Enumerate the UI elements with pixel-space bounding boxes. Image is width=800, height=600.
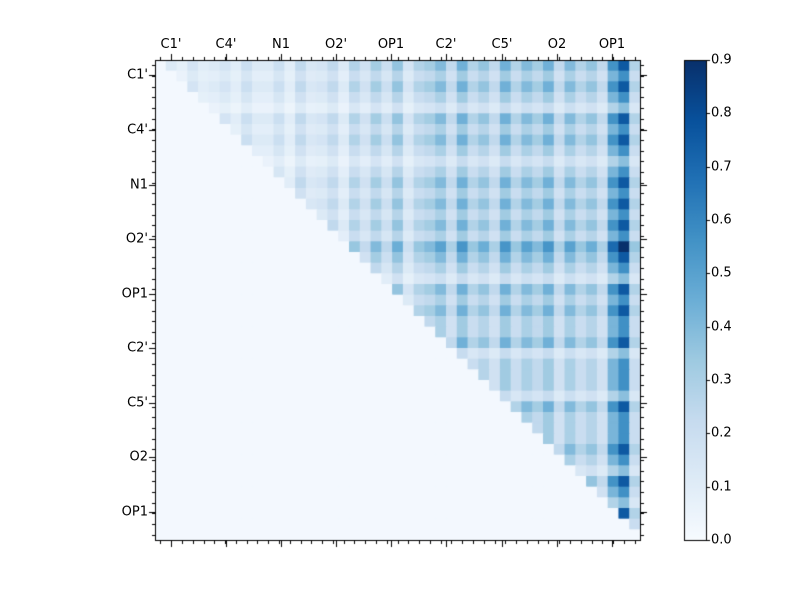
colorbar-tick-label: 0.9 [711, 52, 732, 68]
colorbar-tick-label: 0.8 [711, 105, 732, 121]
y-tick-label: OP1 [121, 286, 148, 302]
colorbar-tick-label: 0.7 [711, 159, 732, 175]
x-tick-label: OP1 [598, 37, 626, 52]
colorbar-tick-label: 0.1 [711, 479, 732, 495]
x-tick-label: C4' [215, 37, 237, 52]
y-tick-label: O2 [129, 449, 148, 465]
x-tick-label: C2' [435, 37, 457, 52]
colorbar-tick-label: 0.5 [711, 265, 732, 281]
x-tick-label: N1 [272, 37, 290, 52]
y-tick-label: O2' [125, 231, 148, 247]
colorbar-tick-label: 0.3 [711, 372, 732, 388]
colorbar-tick-label: 0.2 [711, 425, 732, 441]
y-tick-label: C1' [127, 67, 148, 83]
x-tick-label: OP1 [377, 37, 405, 52]
y-tick-label: C4' [127, 122, 148, 138]
x-tick-label: C5' [491, 37, 513, 52]
colorbar-tick-label: 0.6 [711, 212, 732, 228]
colorbar-tick-label: 0.4 [711, 319, 732, 335]
y-tick-label: N1 [130, 177, 148, 193]
y-tick-label: C5' [127, 395, 148, 411]
y-tick-label: OP1 [121, 504, 148, 520]
x-tick-label: C1' [160, 37, 182, 52]
y-tick-label: C2' [127, 340, 148, 356]
colorbar-tick-label: 0.0 [711, 532, 732, 548]
x-tick-label: O2' [324, 37, 348, 52]
x-tick-label: O2 [547, 37, 567, 52]
